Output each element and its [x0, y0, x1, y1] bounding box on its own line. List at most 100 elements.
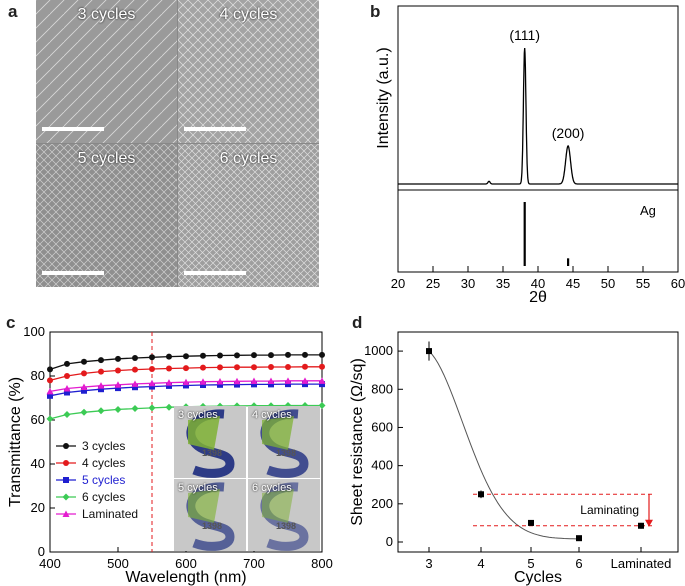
data-point — [165, 379, 173, 386]
legend-marker — [62, 493, 70, 501]
data-point — [131, 380, 139, 387]
scale-bar — [42, 271, 104, 275]
legend-label: Laminated — [82, 507, 138, 521]
data-point — [284, 401, 292, 409]
annotation-label: Laminating — [580, 503, 639, 517]
legend-marker — [63, 443, 69, 449]
nanowire-texture — [178, 0, 319, 143]
logo-photo — [186, 482, 235, 551]
y-tick-label: 0 — [38, 544, 45, 559]
scale-bar — [42, 127, 104, 131]
data-point — [217, 381, 223, 388]
data-point — [267, 402, 275, 410]
plot-frame — [397, 5, 679, 273]
sem-image-6-cycles: 6 cycles — [178, 144, 319, 287]
data-point — [200, 352, 206, 359]
nanowire-texture — [36, 144, 177, 287]
panel-c-label: c — [6, 313, 16, 332]
sem-image-5-cycles: 5 cycles — [36, 144, 177, 287]
peak-label: (111) — [509, 27, 540, 43]
x-tick-label: 45 — [566, 276, 580, 291]
scale-bar — [184, 127, 246, 131]
data-point — [576, 535, 582, 542]
nanowire-texture — [36, 0, 177, 143]
data-point — [81, 387, 87, 394]
legend-marker — [63, 477, 69, 483]
data-point — [234, 381, 240, 388]
x-tick-label: 400 — [39, 556, 61, 571]
panel-d-label: d — [352, 313, 363, 332]
x-tick-label: 3 — [425, 556, 432, 571]
inset-logo-text: 1398 — [202, 521, 223, 531]
panel-b-label: b — [370, 2, 381, 21]
data-point — [528, 519, 534, 526]
data-point — [97, 407, 105, 415]
sheet-resistance-chart: 0 200 400 600 800 1000 3 4 5 6 Laminated Laminatin… — [349, 331, 679, 586]
y-tick-label: 600 — [371, 419, 393, 434]
x-tick-label: 500 — [107, 556, 129, 571]
y-tick-label: 1000 — [364, 343, 393, 358]
y-axis-title: Sheet resistance (Ω/sq) — [349, 358, 366, 526]
x-axis-title: Wavelength (nm) — [125, 569, 246, 586]
inset-photo-cell: 3 cycles 1398 — [174, 406, 246, 478]
data-point — [132, 384, 138, 391]
y-tick-label: 200 — [371, 496, 393, 511]
data-point — [285, 351, 291, 358]
data-point — [115, 385, 121, 392]
sem-label: 4 cycles — [219, 6, 278, 23]
data-point — [268, 363, 274, 370]
data-point — [183, 365, 189, 372]
inset-logo-text: 1398 — [202, 448, 223, 458]
data-point — [115, 367, 121, 374]
x-tick-label: 4 — [477, 556, 484, 571]
data-point — [148, 404, 156, 412]
data-point — [149, 354, 155, 361]
y-tick-label: 0 — [386, 534, 393, 549]
data-point — [217, 352, 223, 359]
inset-photo-cell: 6 cycles 1398 — [248, 479, 320, 551]
inset-photo-label: 3 cycles — [178, 409, 218, 421]
x-tick-label: 25 — [426, 276, 440, 291]
data-point — [200, 382, 206, 389]
data-point — [318, 401, 326, 409]
data-point — [132, 366, 138, 373]
data-point — [183, 353, 189, 360]
data-point — [63, 411, 71, 418]
data-point — [268, 381, 274, 388]
inset-photo-label: 4 cycles — [252, 409, 292, 421]
x-tick-label: 55 — [636, 276, 650, 291]
peak-label: (200) — [552, 125, 585, 141]
x-axis-title: 2θ — [529, 289, 547, 306]
logo-photo — [260, 409, 309, 478]
sem-label: 5 cycles — [77, 150, 136, 167]
data-point — [47, 377, 53, 384]
y-axis-title: Intensity (a.u.) — [375, 47, 392, 148]
data-point — [47, 392, 53, 399]
nanowire-texture — [178, 144, 319, 287]
x-tick-label: 6 — [575, 556, 582, 571]
legend-label: 6 cycles — [82, 490, 125, 504]
data-point — [98, 368, 104, 375]
data-point — [250, 377, 258, 385]
data-point — [166, 353, 172, 360]
data-point — [267, 377, 275, 385]
plot-frame — [397, 331, 679, 553]
data-point — [250, 402, 258, 410]
data-point — [478, 491, 484, 498]
data-point — [81, 358, 87, 365]
logo-photo — [186, 409, 235, 478]
y-axis-title: Transmittance (%) — [7, 377, 24, 507]
data-point — [217, 364, 223, 371]
inset-photo-cell: 4 cycles 1398 — [248, 406, 320, 478]
data-point — [233, 377, 241, 385]
x-tick-label: 20 — [391, 276, 405, 291]
y-tick-label: 60 — [31, 412, 45, 427]
x-tick-label: 60 — [671, 276, 685, 291]
data-point — [302, 381, 308, 388]
data-point — [47, 366, 53, 373]
scale-bar — [184, 271, 246, 275]
sem-label: 3 cycles — [77, 6, 136, 23]
data-point — [166, 365, 172, 372]
data-point — [149, 365, 155, 372]
xrd-chart: 20 25 30 35 40 45 50 55 60 (111) (200) Ag 2θ Inte… — [375, 5, 685, 306]
